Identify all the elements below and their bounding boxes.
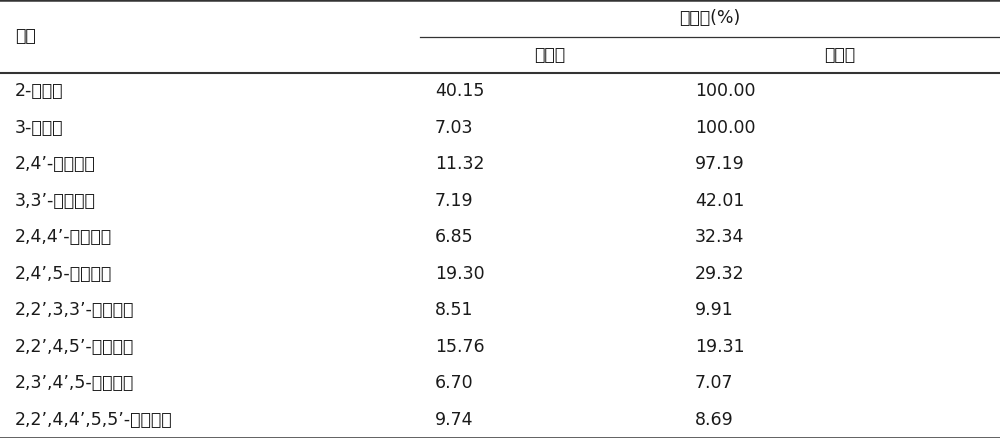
Text: 2,2’,4,5’-四氯联苯: 2,2’,4,5’-四氯联苯 — [15, 338, 134, 356]
Text: 降解率(%): 降解率(%) — [679, 9, 741, 27]
Text: 7.07: 7.07 — [695, 374, 734, 392]
Text: 42.01: 42.01 — [695, 192, 744, 210]
Text: 11.32: 11.32 — [435, 155, 484, 173]
Text: 6.85: 6.85 — [435, 228, 474, 246]
Text: 3-氯联苯: 3-氯联苯 — [15, 119, 64, 137]
Text: 100.00: 100.00 — [695, 119, 756, 137]
Text: 2,2’,4,4’,5,5’-六氯联苯: 2,2’,4,4’,5,5’-六氯联苯 — [15, 411, 173, 429]
Text: 3,3’-二氯联苯: 3,3’-二氯联苯 — [15, 192, 96, 210]
Text: 7.03: 7.03 — [435, 119, 474, 137]
Text: 6.70: 6.70 — [435, 374, 474, 392]
Text: 2-氯联苯: 2-氯联苯 — [15, 82, 64, 100]
Text: 试验组: 试验组 — [824, 46, 856, 64]
Text: 15.76: 15.76 — [435, 338, 485, 356]
Text: 29.32: 29.32 — [695, 265, 745, 283]
Text: 2,4,4’-三氯联苯: 2,4,4’-三氯联苯 — [15, 228, 112, 246]
Text: 32.34: 32.34 — [695, 228, 744, 246]
Text: 9.91: 9.91 — [695, 301, 734, 319]
Text: 名称: 名称 — [15, 28, 36, 46]
Text: 19.30: 19.30 — [435, 265, 485, 283]
Text: 97.19: 97.19 — [695, 155, 745, 173]
Text: 2,3’,4’,5-四氯联苯: 2,3’,4’,5-四氯联苯 — [15, 374, 134, 392]
Text: 2,4’-二氯联苯: 2,4’-二氯联苯 — [15, 155, 96, 173]
Text: 9.74: 9.74 — [435, 411, 474, 429]
Text: 40.15: 40.15 — [435, 82, 484, 100]
Text: 对照组: 对照组 — [534, 46, 566, 64]
Text: 8.51: 8.51 — [435, 301, 474, 319]
Text: 19.31: 19.31 — [695, 338, 745, 356]
Text: 7.19: 7.19 — [435, 192, 474, 210]
Text: 8.69: 8.69 — [695, 411, 734, 429]
Text: 100.00: 100.00 — [695, 82, 756, 100]
Text: 2,2’,3,3’-四氯联苯: 2,2’,3,3’-四氯联苯 — [15, 301, 134, 319]
Text: 2,4’,5-三氯联苯: 2,4’,5-三氯联苯 — [15, 265, 112, 283]
